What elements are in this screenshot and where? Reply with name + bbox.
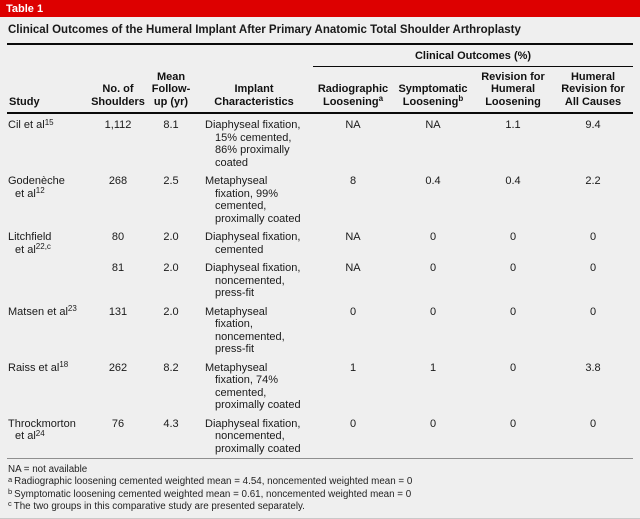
table-body-area: Clinical Outcomes of the Humeral Implant… — [0, 17, 640, 513]
followup-cell: 2.0 — [163, 231, 179, 243]
followup-cell: 8.2 — [163, 361, 179, 374]
table-label: Table 1 — [6, 2, 44, 15]
citation-ref: 12 — [35, 186, 45, 195]
citation-ref: 24 — [35, 428, 45, 438]
symptomatic-loosening-cell: 0 — [429, 305, 437, 318]
citation-ref: 18 — [59, 360, 69, 369]
implant-cell: Diaphyseal fixation, noncemented, proxim… — [205, 417, 301, 455]
footnote-a: a Radiographic loosening cemented weighte… — [8, 474, 413, 488]
footnote-marker-a: a — [8, 474, 13, 484]
column-header-revision-humeral: Revision for Humeral Loosening — [473, 66, 553, 114]
group-header-spacer — [7, 45, 313, 66]
table-label-bar: Table 1 — [0, 0, 640, 17]
revision-all-causes-cell: 0 — [589, 231, 597, 243]
radiographic-loosening-cell: 1 — [349, 361, 357, 374]
followup-cell: 8.1 — [163, 119, 179, 131]
study-cell: Throckmorton et al24 — [8, 417, 76, 443]
footnote-marker-c: c — [8, 499, 12, 509]
footnote-c: c The two groups in this comparative stud… — [8, 499, 305, 512]
table-row: Godenèche et al12 268 2.5 Metaphyseal fi… — [7, 170, 633, 226]
radiographic-loosening-cell: 8 — [349, 175, 357, 187]
superscript-ref: a — [378, 94, 384, 103]
revision-all-causes-cell: 0 — [589, 417, 597, 430]
shoulders-cell: 80 — [111, 231, 125, 243]
study-cell: Godenèche et al12 — [8, 175, 65, 200]
symptomatic-loosening-cell: 0 — [429, 231, 437, 243]
study-cell: Raiss et al18 — [8, 360, 69, 374]
column-header-row: Study No. of Shoulders Mean Follow- up (… — [7, 66, 634, 114]
implant-cell: Metaphyseal fixation, 74% cemented, prox… — [205, 361, 301, 412]
radiographic-loosening-cell: NA — [345, 231, 361, 243]
revision-humeral-cell: 0 — [509, 361, 517, 374]
table-row: Cil et al15 1,112 8.1 Diaphyseal fixatio… — [7, 113, 633, 170]
table-body: Cil et al15 1,112 8.1 Diaphyseal fixatio… — [7, 113, 633, 456]
superscript-ref: b — [458, 94, 464, 103]
citation-ref: 23 — [67, 304, 77, 313]
shoulders-cell: 262 — [108, 361, 128, 374]
shoulders-cell: 76 — [111, 417, 125, 430]
table-row: Raiss et al18 262 8.2 Metaphyseal fixati… — [7, 357, 633, 413]
footnotes: NA = not available a Radiographic looseni… — [7, 458, 633, 513]
implant-cell: Metaphyseal fixation, noncemented, press… — [205, 305, 285, 356]
followup-cell: 2.0 — [163, 305, 179, 318]
radiographic-loosening-cell: NA — [345, 262, 361, 274]
revision-all-causes-cell: 3.8 — [585, 361, 601, 374]
revision-all-causes-cell: 2.2 — [585, 175, 601, 187]
study-cell: Litchfield et al22,c — [8, 231, 52, 256]
symptomatic-loosening-cell: NA — [425, 119, 441, 131]
revision-humeral-cell: 0 — [509, 417, 517, 430]
column-header-symptomatic-loosening: Symptomatic Looseningb — [393, 66, 473, 114]
followup-cell: 2.5 — [163, 175, 179, 187]
symptomatic-loosening-cell: 1 — [429, 361, 437, 374]
study-cell — [7, 257, 89, 301]
footnote-marker-b: b — [8, 487, 13, 497]
followup-cell: 4.3 — [163, 417, 179, 430]
implant-cell: Diaphyseal fixation, cemented — [205, 231, 301, 256]
radiographic-loosening-cell: NA — [345, 119, 361, 131]
column-header-shoulders: No. of Shoulders — [89, 66, 147, 114]
group-header-row: Clinical Outcomes (%) — [7, 45, 634, 67]
column-header-followup: Mean Follow- up (yr) — [147, 66, 195, 114]
radiographic-loosening-cell: 0 — [349, 417, 357, 430]
shoulders-cell: 81 — [111, 262, 125, 274]
implant-cell: Diaphyseal fixation, noncemented, press-… — [205, 262, 301, 299]
radiographic-loosening-cell: 0 — [349, 305, 357, 318]
symptomatic-loosening-cell: 0 — [429, 417, 437, 430]
revision-humeral-cell: 0 — [509, 231, 517, 243]
revision-humeral-cell: 0 — [509, 262, 517, 274]
table-title: Clinical Outcomes of the Humeral Implant… — [7, 17, 633, 45]
table-row: 81 2.0 Diaphyseal fixation, noncemented,… — [7, 257, 633, 301]
revision-all-causes-cell: 0 — [589, 262, 597, 274]
table-header: Clinical Outcomes (%) Study No. of Shoul… — [7, 45, 634, 114]
implant-cell: Metaphyseal fixation, 99% cemented, prox… — [205, 175, 301, 225]
revision-humeral-cell: 0.4 — [505, 175, 521, 187]
column-header-implant: Implant Characteristics — [195, 66, 313, 114]
revision-humeral-cell: 1.1 — [505, 119, 521, 131]
implant-cell: Diaphyseal fixation, 15% cemented, 86% p… — [205, 119, 301, 169]
citation-ref: 22,c — [35, 242, 51, 251]
shoulders-cell: 1,112 — [104, 119, 132, 131]
followup-cell: 2.0 — [163, 262, 179, 274]
clinical-outcomes-group-header: Clinical Outcomes (%) — [313, 45, 634, 67]
citation-ref: 15 — [44, 117, 54, 127]
study-cell: Cil et al15 — [8, 117, 54, 131]
footnote-b: b Symptomatic loosening cemented weighted… — [8, 487, 412, 500]
symptomatic-loosening-cell: 0 — [429, 262, 437, 274]
study-cell: Matsen et al23 — [8, 304, 77, 318]
table-row: Litchfield et al22,c 80 2.0 Diaphyseal f… — [7, 226, 633, 257]
column-header-radiographic-loosening: Radiographic Looseninga — [313, 66, 393, 114]
table-row: Matsen et al23 131 2.0 Metaphyseal fixat… — [7, 301, 633, 357]
revision-humeral-cell: 0 — [509, 305, 517, 318]
revision-all-causes-cell: 0 — [589, 305, 597, 318]
shoulders-cell: 131 — [108, 305, 128, 318]
column-header-study: Study — [7, 66, 89, 114]
table-row: Throckmorton et al24 76 4.3 Diaphyseal f… — [7, 413, 633, 457]
column-header-revision-all-causes: Humeral Revision for All Causes — [553, 66, 634, 114]
footnote-abbreviation: NA = not available — [8, 464, 88, 475]
symptomatic-loosening-cell: 0.4 — [425, 175, 441, 187]
revision-all-causes-cell: 9.4 — [585, 119, 601, 131]
outcomes-table: Clinical Outcomes (%) Study No. of Shoul… — [7, 45, 634, 456]
shoulders-cell: 268 — [108, 175, 128, 187]
